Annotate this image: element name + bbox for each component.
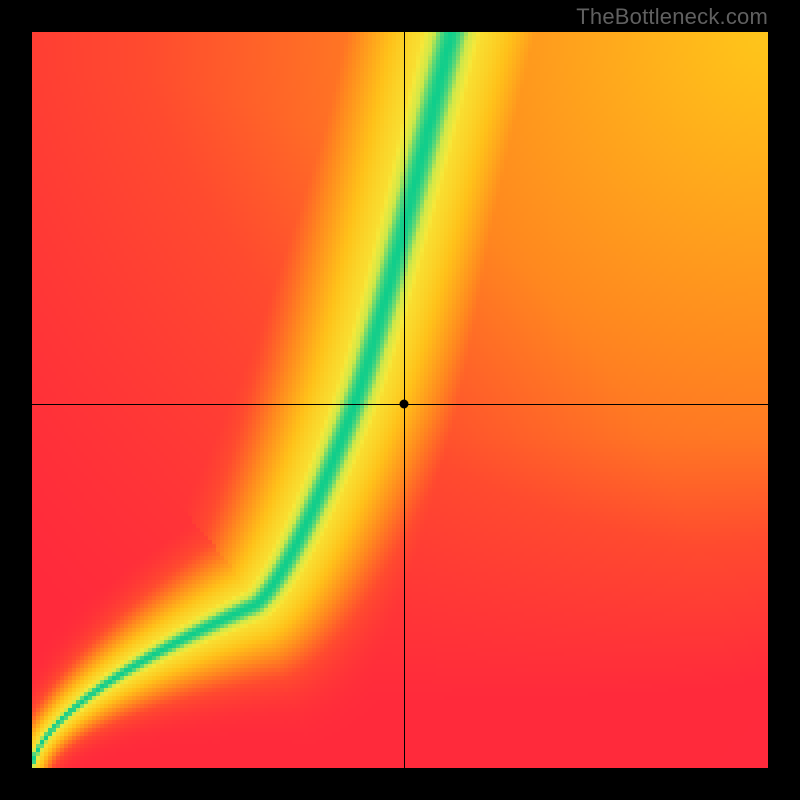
plot-area bbox=[32, 32, 768, 768]
watermark-text: TheBottleneck.com bbox=[576, 4, 768, 30]
chart-frame: TheBottleneck.com bbox=[0, 0, 800, 800]
marker-dot bbox=[400, 400, 409, 409]
heatmap-canvas bbox=[32, 32, 768, 768]
